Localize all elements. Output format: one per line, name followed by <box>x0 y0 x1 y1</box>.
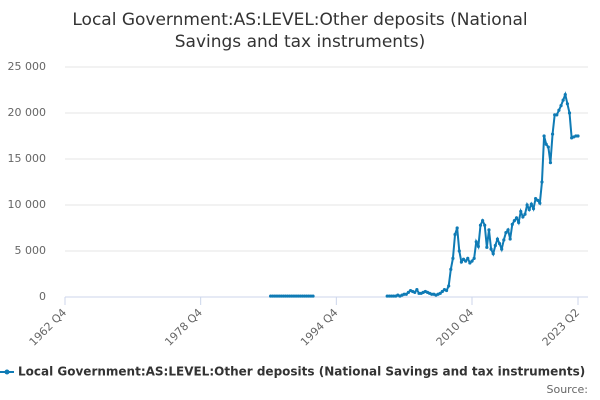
data-point <box>557 108 561 112</box>
data-point <box>476 244 480 248</box>
x-tick-label: 2010 Q4 <box>434 306 477 349</box>
data-point <box>493 243 497 248</box>
data-point <box>311 294 315 298</box>
data-point <box>565 102 570 106</box>
source: Source: <box>547 383 589 396</box>
data-point <box>500 247 504 251</box>
data-point <box>538 201 542 205</box>
data-point <box>527 208 531 212</box>
data-point <box>404 292 408 296</box>
data-point <box>550 132 555 136</box>
data-point <box>497 242 502 246</box>
data-point <box>567 111 572 115</box>
x-tick-label: 1994 Q4 <box>298 306 341 349</box>
data-point <box>548 161 553 165</box>
data-point <box>491 252 495 256</box>
data-point <box>440 289 444 294</box>
data-point <box>466 256 470 260</box>
data-point <box>457 249 461 253</box>
y-tick-label: 10 000 <box>8 198 47 211</box>
data-point <box>508 237 512 241</box>
data-point <box>459 260 464 264</box>
data-point <box>546 145 550 149</box>
data-point <box>447 284 451 288</box>
data-point <box>542 134 546 138</box>
x-tick-label: 1978 Q4 <box>162 306 205 349</box>
data-point <box>504 231 508 235</box>
data-point <box>468 261 472 265</box>
x-tick-label: 2023 Q2 <box>540 306 583 349</box>
data-point <box>438 291 442 295</box>
data-point <box>544 142 548 146</box>
data-point <box>453 232 457 237</box>
data-point <box>531 207 536 211</box>
data-point <box>483 223 487 227</box>
data-point <box>502 238 506 242</box>
data-point <box>472 256 476 260</box>
data-point <box>478 223 483 227</box>
data-point <box>525 203 529 207</box>
series-line <box>270 91 578 298</box>
data-point <box>461 257 466 261</box>
y-tick-label: 25 000 <box>8 60 47 73</box>
data-point <box>495 237 500 241</box>
data-point <box>470 259 474 263</box>
data-point <box>449 267 453 271</box>
data-point <box>523 212 527 216</box>
data-point <box>444 288 449 293</box>
data-point <box>510 222 514 226</box>
y-tick-label: 5 000 <box>15 244 47 257</box>
data-point <box>506 228 510 232</box>
data-point <box>413 290 417 294</box>
data-point <box>540 180 544 184</box>
legend-label: Local Government:AS:LEVEL:Other deposits… <box>18 365 585 379</box>
data-point <box>563 93 567 97</box>
data-point <box>474 240 478 244</box>
data-point <box>481 219 485 223</box>
data-point <box>534 196 538 201</box>
data-point <box>406 290 411 294</box>
data-point <box>451 256 455 260</box>
data-point <box>561 98 565 102</box>
data-point <box>487 228 491 232</box>
data-point <box>512 219 517 223</box>
y-tick-label: 15 000 <box>8 152 47 165</box>
chart-title: Local Government:AS:LEVEL:Other deposits… <box>72 10 527 30</box>
data-point <box>455 226 459 230</box>
data-point <box>464 259 468 263</box>
data-point <box>555 113 559 117</box>
data-point <box>529 202 533 206</box>
legend-symbol <box>4 369 10 375</box>
x-tick-label: 1962 Q4 <box>27 306 70 349</box>
data-point <box>521 215 525 219</box>
data-point <box>485 245 489 249</box>
data-point <box>415 288 419 292</box>
data-point <box>489 247 493 251</box>
data-point <box>559 104 563 108</box>
data-point <box>576 134 580 138</box>
y-tick-label: 0 <box>39 290 46 303</box>
data-point <box>517 220 521 225</box>
y-tick-label: 20 000 <box>8 106 47 119</box>
chart-title: Savings and tax instruments) <box>175 32 425 52</box>
data-point <box>519 209 523 214</box>
data-point <box>514 216 519 220</box>
data-point <box>536 198 540 202</box>
